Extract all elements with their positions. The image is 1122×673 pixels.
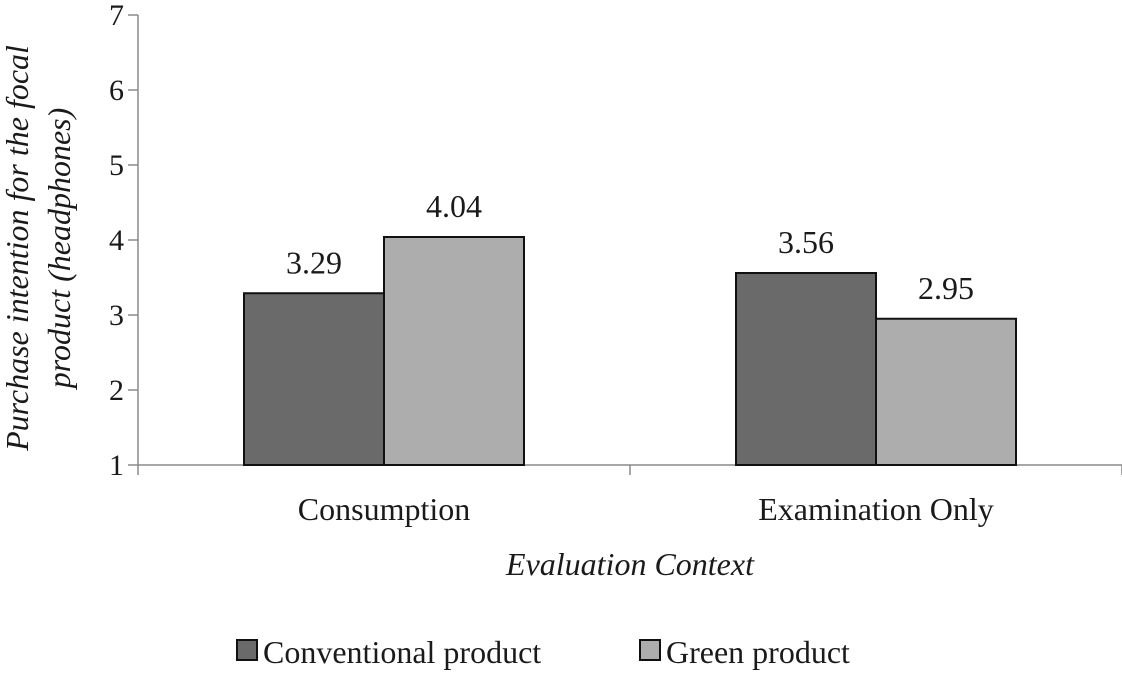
y-tick-label: 4 xyxy=(109,224,124,257)
legend: Conventional product Green product xyxy=(236,634,850,670)
y-tick-label: 3 xyxy=(109,299,124,332)
y-axis: 1 2 3 4 5 6 7 xyxy=(109,0,139,482)
bar-value-label: 4.04 xyxy=(426,188,482,224)
bar-conventional-examination-only xyxy=(735,272,877,466)
value-labels: 3.29 4.04 3.56 2.95 xyxy=(286,188,974,306)
bar-value-label: 2.95 xyxy=(918,270,974,306)
category-label: Examination Only xyxy=(758,491,994,527)
bar-value-label: 3.29 xyxy=(286,244,342,280)
bar-conventional-consumption xyxy=(243,292,385,466)
y-axis-title-line-1: Purchase intention for the focal xyxy=(0,45,35,452)
x-axis-title: Evaluation Context xyxy=(505,546,755,582)
y-tick-label: 7 xyxy=(109,0,124,32)
bar-green-examination-only xyxy=(875,317,1017,466)
y-tick-label: 2 xyxy=(109,374,124,407)
legend-swatch xyxy=(639,639,661,661)
y-tick-label: 5 xyxy=(109,149,124,182)
category-label: Consumption xyxy=(298,491,470,527)
y-axis-title: Purchase intention for the focal product… xyxy=(0,45,77,452)
y-axis-title-line-2: product (headphones) xyxy=(41,108,77,391)
legend-label: Green product xyxy=(666,634,850,670)
bar-value-label: 3.56 xyxy=(778,224,834,260)
legend-swatch xyxy=(236,639,258,661)
y-tick-label: 6 xyxy=(109,74,124,107)
y-tick-label: 1 xyxy=(109,449,124,482)
bar-green-consumption xyxy=(383,236,525,466)
legend-label: Conventional product xyxy=(263,634,541,670)
bars xyxy=(243,236,1017,466)
x-axis xyxy=(137,464,1122,475)
category-labels: Consumption Examination Only xyxy=(298,491,994,527)
